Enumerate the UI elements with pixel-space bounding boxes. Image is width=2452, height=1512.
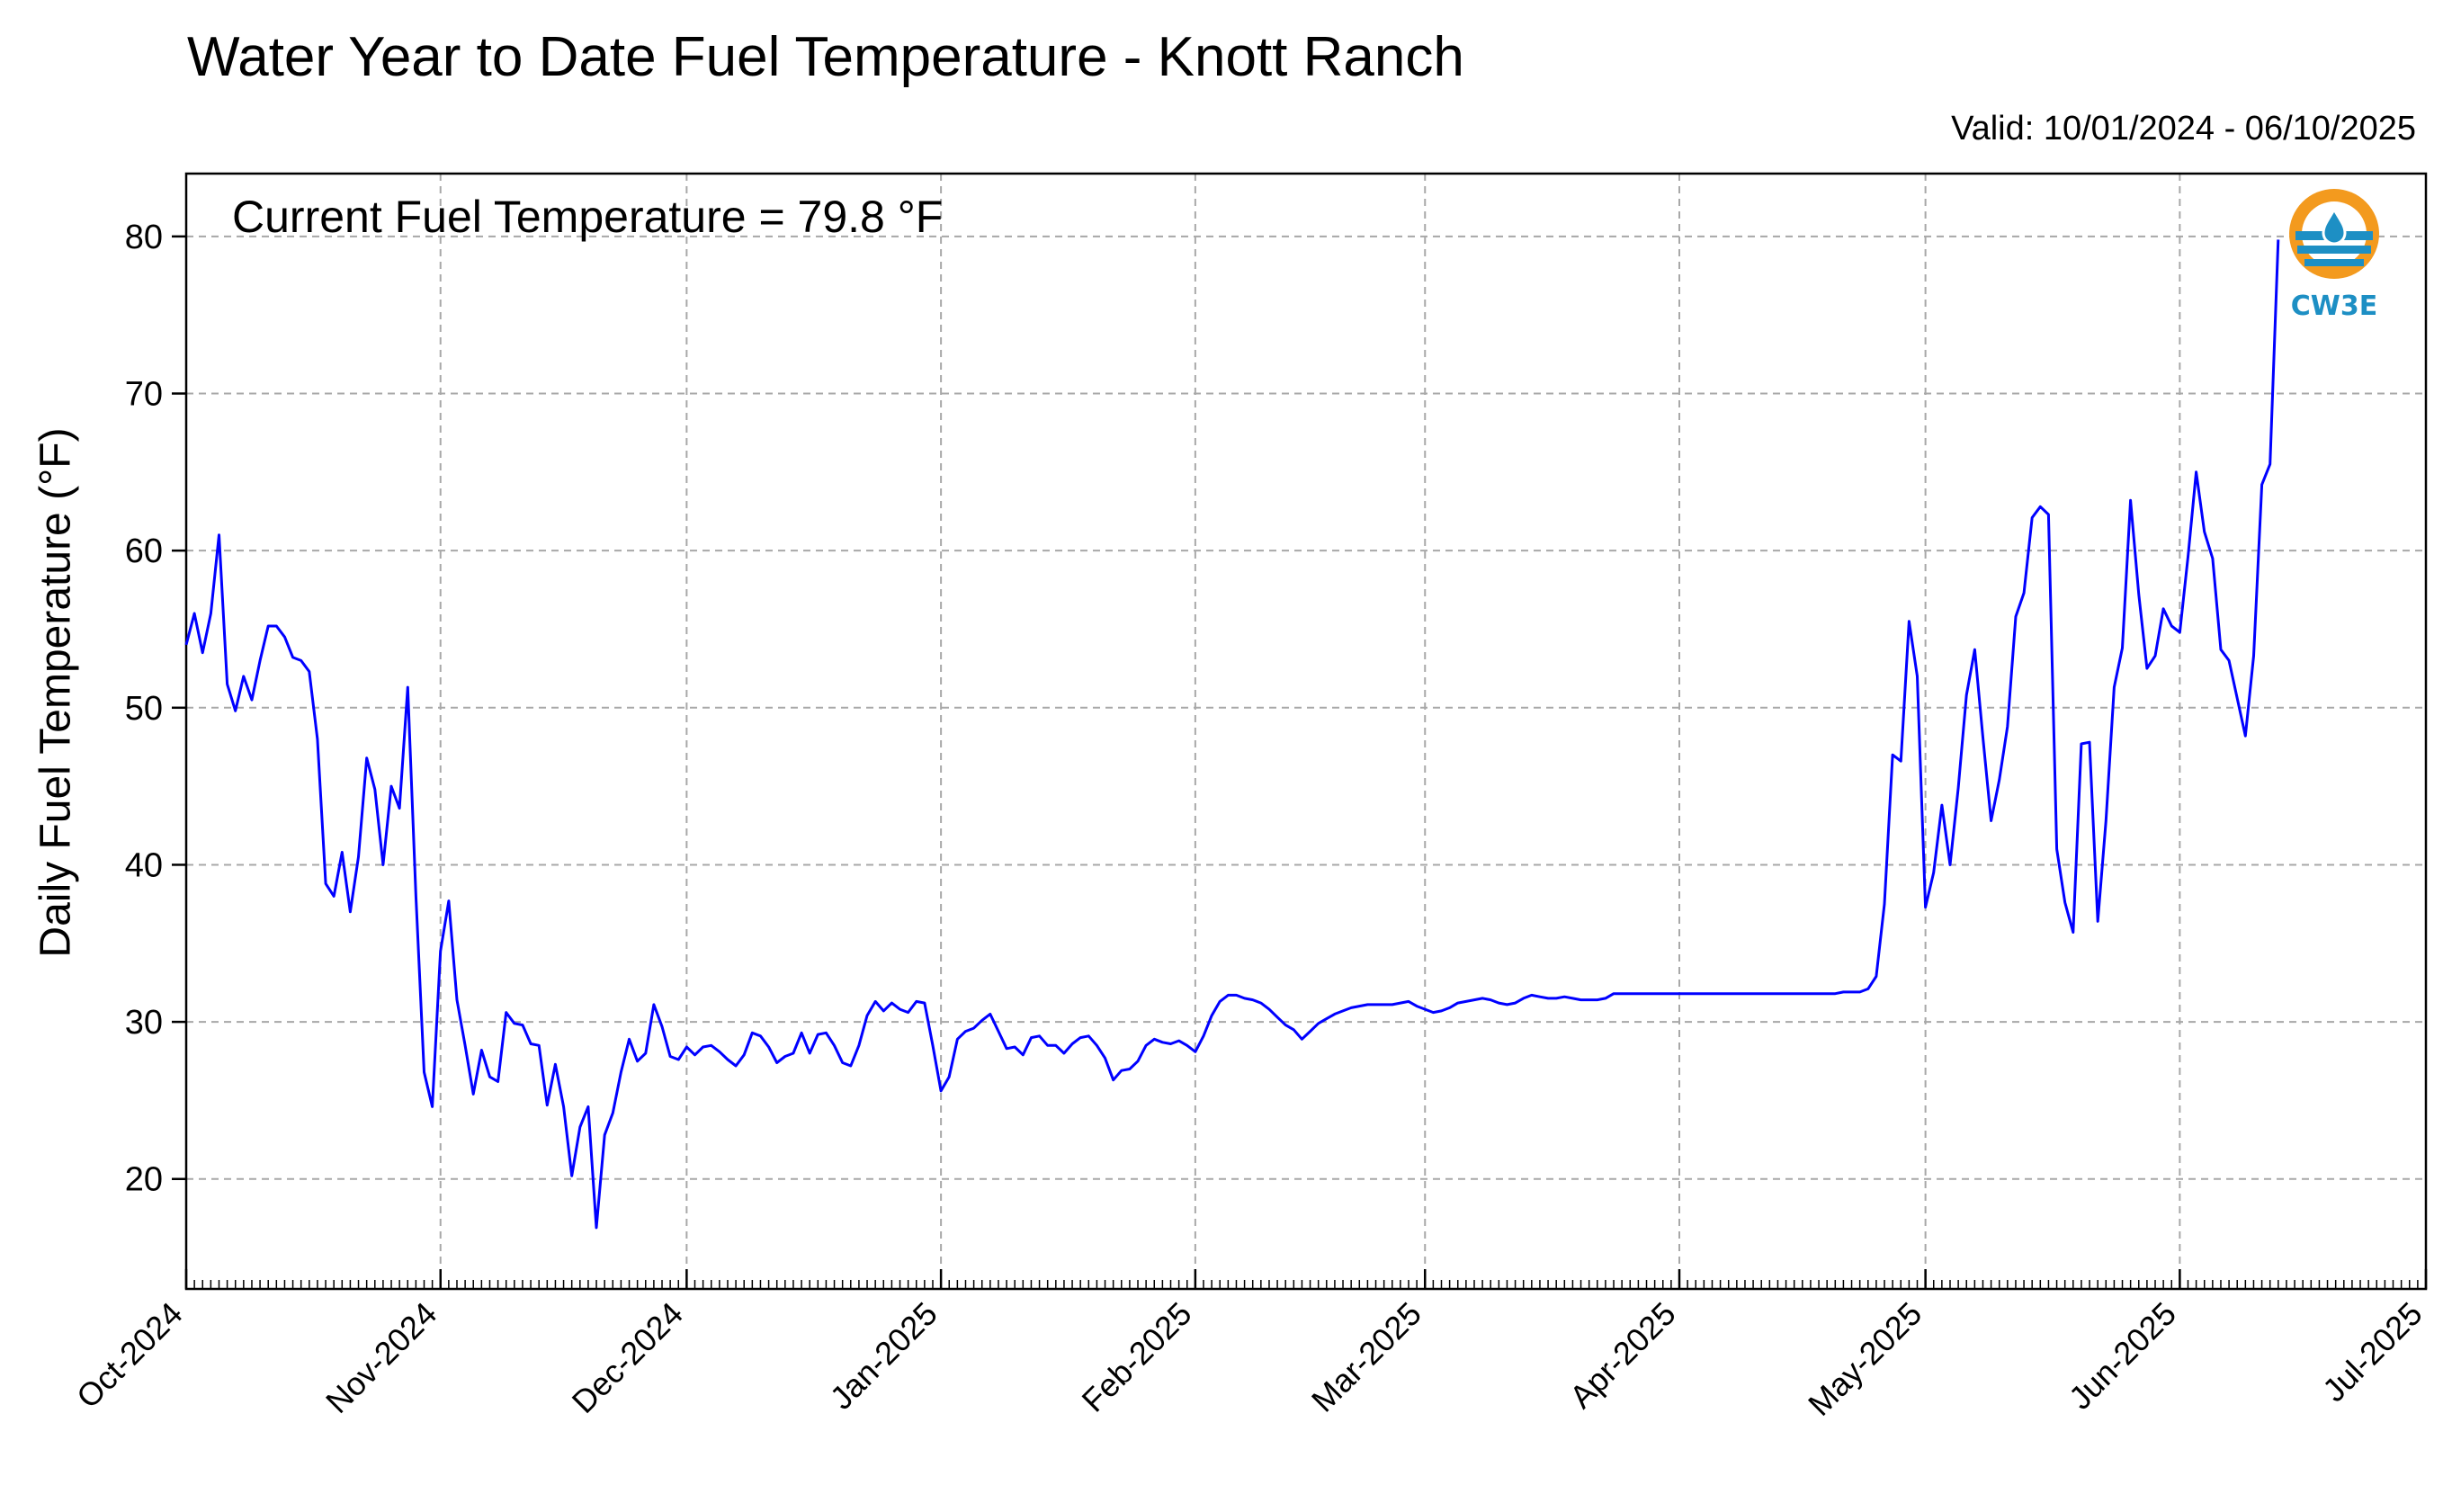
y-tick-label: 80 — [125, 219, 163, 256]
cw3e-logo: CW3E — [2276, 184, 2393, 328]
x-tick-label: May-2025 — [1801, 1295, 1928, 1423]
x-tick-label: Mar-2025 — [1304, 1295, 1428, 1419]
current-fuel-temperature: Current Fuel Temperature = 79.8 °F — [232, 192, 944, 242]
chart-title: Water Year to Date Fuel Temperature - Kn… — [187, 26, 1464, 88]
plot-frame — [184, 172, 2428, 1291]
x-tick-label: Jul-2025 — [2315, 1295, 2430, 1409]
y-tick-label: 50 — [125, 690, 163, 728]
x-tick-label: Feb-2025 — [1075, 1295, 1199, 1419]
x-tick-label: Oct-2024 — [69, 1295, 190, 1416]
y-tick-label: 20 — [125, 1161, 163, 1199]
series-line-fuel-temperature — [184, 239, 2280, 1230]
cw3e-logo-icon — [2289, 189, 2379, 279]
x-tick-label: Apr-2025 — [1562, 1295, 1683, 1416]
x-tick-label: Jan-2025 — [823, 1295, 944, 1417]
valid-date-range: Valid: 10/01/2024 - 06/10/2025 — [1951, 110, 2416, 148]
y-tick-label: 30 — [125, 1004, 163, 1042]
y-tick-label: 40 — [125, 846, 163, 884]
x-tick-label: Jun-2025 — [2062, 1295, 2183, 1417]
x-tick-label: Nov-2024 — [318, 1295, 443, 1420]
y-axis-label: Daily Fuel Temperature (°F) — [31, 427, 80, 958]
x-tick-label: Dec-2024 — [565, 1295, 690, 1420]
cw3e-logo-text: CW3E — [2290, 291, 2378, 322]
y-tick-label: 60 — [125, 532, 163, 570]
y-tick-label: 70 — [125, 376, 163, 414]
